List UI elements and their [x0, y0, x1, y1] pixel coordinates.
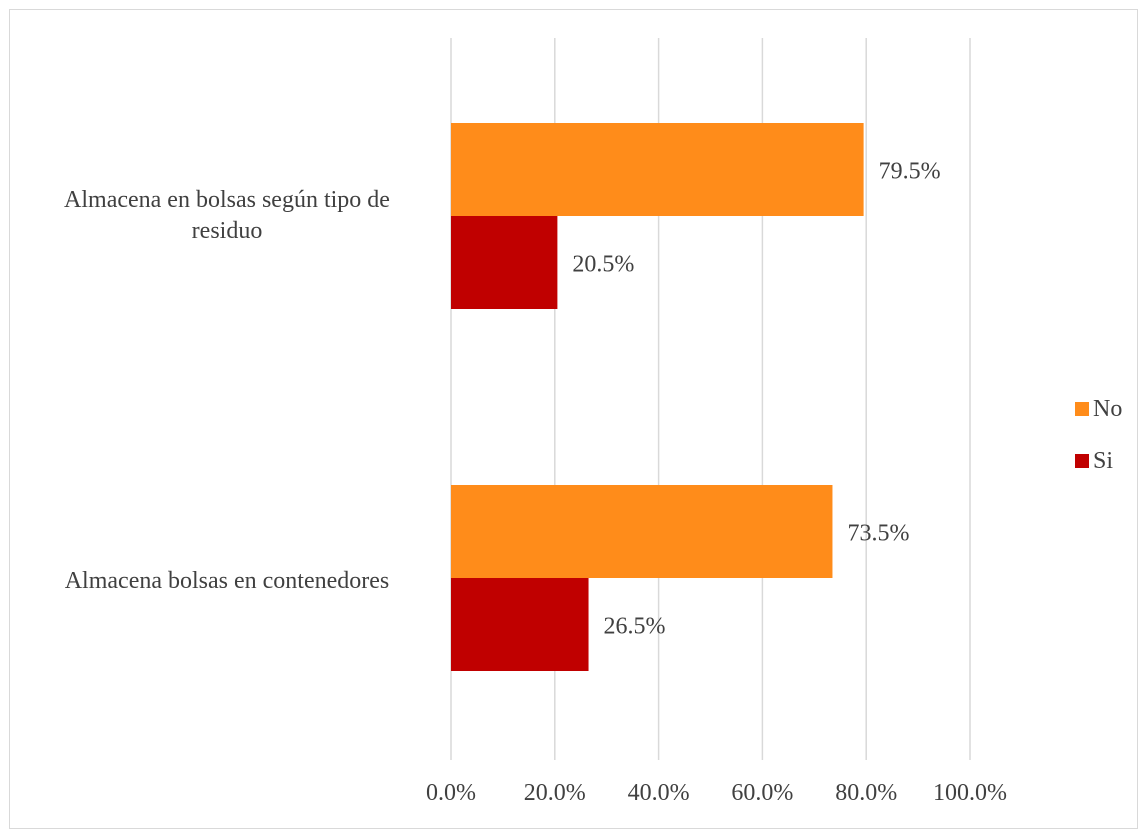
- legend-swatch-no: [1075, 402, 1089, 416]
- category-label-1-line2: residuo: [191, 218, 263, 244]
- data-label-si-2: 26.5%: [604, 614, 666, 640]
- data-label-no-1: 79.5%: [879, 159, 941, 185]
- bar-si-1: [451, 216, 558, 309]
- data-label-si-1: 20.5%: [572, 252, 634, 278]
- x-axis-tick-labels: 0.0% 20.0% 40.0% 60.0% 80.0% 100.0%: [426, 780, 1007, 806]
- category-label-1-line1: Almacena en bolsas según tipo de: [64, 187, 390, 213]
- legend-label-no: No: [1093, 395, 1123, 422]
- legend-swatch-si: [1075, 454, 1089, 468]
- x-tick-label-5: 100.0%: [933, 780, 1007, 806]
- bar-no-1: [451, 123, 864, 216]
- bars: [451, 123, 864, 671]
- data-labels: 79.5% 20.5% 73.5% 26.5%: [572, 159, 940, 640]
- x-tick-label-2: 40.0%: [628, 780, 690, 806]
- category-label-2: Almacena bolsas en contenedores: [27, 566, 427, 597]
- category-label-1: Almacena en bolsas según tipo de residuo: [27, 185, 427, 247]
- legend-item-si: Si: [1075, 435, 1122, 487]
- legend-item-no: No: [1075, 383, 1122, 435]
- data-label-no-2: 73.5%: [847, 521, 909, 547]
- x-tick-label-3: 60.0%: [731, 780, 793, 806]
- category-label-2-text: Almacena bolsas en contenedores: [64, 568, 390, 594]
- x-tick-label-1: 20.0%: [524, 780, 586, 806]
- x-tick-label-0: 0.0%: [426, 780, 476, 806]
- bar-si-2: [451, 578, 589, 671]
- legend: No Si: [1075, 383, 1122, 487]
- x-tick-label-4: 80.0%: [835, 780, 897, 806]
- bar-no-2: [451, 485, 833, 578]
- legend-label-si: Si: [1093, 447, 1114, 474]
